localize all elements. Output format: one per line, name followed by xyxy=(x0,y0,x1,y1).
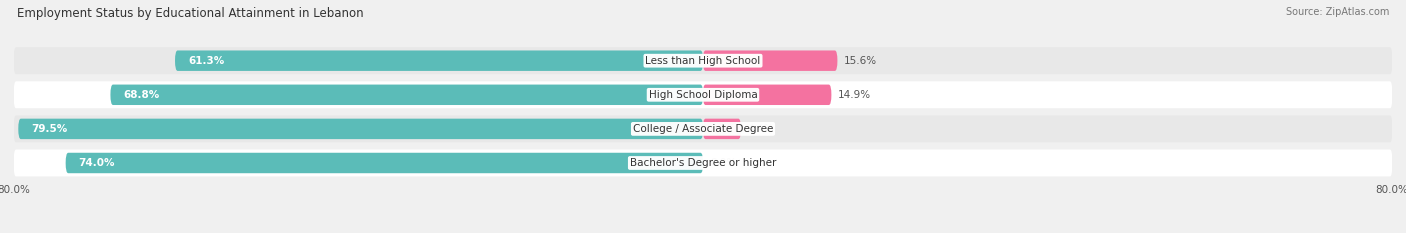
FancyBboxPatch shape xyxy=(703,119,741,139)
Text: 61.3%: 61.3% xyxy=(188,56,225,66)
FancyBboxPatch shape xyxy=(111,85,703,105)
Text: High School Diploma: High School Diploma xyxy=(648,90,758,100)
Text: 4.4%: 4.4% xyxy=(748,124,775,134)
FancyBboxPatch shape xyxy=(703,51,838,71)
FancyBboxPatch shape xyxy=(18,119,703,139)
FancyBboxPatch shape xyxy=(14,115,1392,142)
FancyBboxPatch shape xyxy=(66,153,703,173)
FancyBboxPatch shape xyxy=(703,85,831,105)
Text: 0.0%: 0.0% xyxy=(710,158,737,168)
FancyBboxPatch shape xyxy=(14,150,1392,176)
Text: Bachelor's Degree or higher: Bachelor's Degree or higher xyxy=(630,158,776,168)
Text: 14.9%: 14.9% xyxy=(838,90,872,100)
Text: Less than High School: Less than High School xyxy=(645,56,761,66)
Text: 74.0%: 74.0% xyxy=(79,158,115,168)
Text: College / Associate Degree: College / Associate Degree xyxy=(633,124,773,134)
Text: 68.8%: 68.8% xyxy=(124,90,160,100)
Text: 15.6%: 15.6% xyxy=(844,56,877,66)
Text: Source: ZipAtlas.com: Source: ZipAtlas.com xyxy=(1285,7,1389,17)
Text: Employment Status by Educational Attainment in Lebanon: Employment Status by Educational Attainm… xyxy=(17,7,364,20)
FancyBboxPatch shape xyxy=(174,51,703,71)
FancyBboxPatch shape xyxy=(14,81,1392,108)
Text: 79.5%: 79.5% xyxy=(31,124,67,134)
FancyBboxPatch shape xyxy=(14,47,1392,74)
